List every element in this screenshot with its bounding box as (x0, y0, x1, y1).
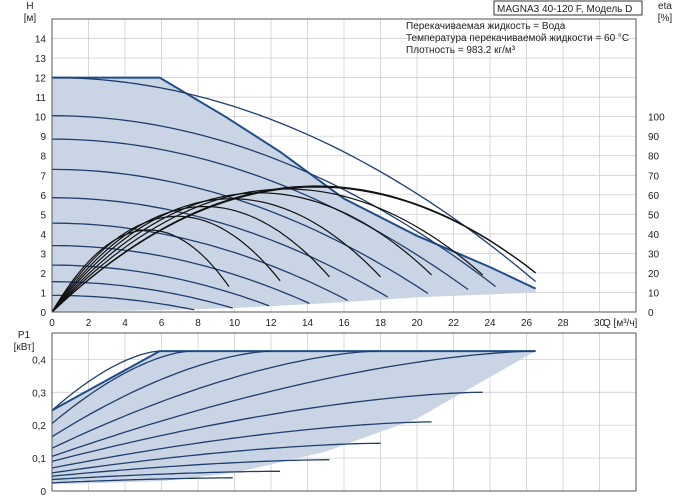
power-curves (51, 350, 536, 484)
head-curve (52, 294, 195, 311)
eta-tick-label: 30 (648, 249, 660, 260)
head-curve (51, 76, 537, 283)
head-axis-unit: [м] (24, 13, 37, 24)
power-envelope (51, 350, 536, 485)
eta-tick-label: 90 (648, 132, 660, 143)
power-curve (51, 350, 536, 458)
power-curve (51, 421, 432, 469)
fluid-label: Перекачиваемая жидкость = Вода (406, 21, 566, 32)
x-tick-label: 20 (411, 318, 423, 329)
eta-tick-label: 0 (648, 308, 654, 319)
power-tick-label: 0 (40, 487, 46, 498)
head-axis-label: H (26, 1, 33, 12)
eta-axis-label: eta (658, 1, 672, 12)
head-curve (51, 115, 496, 288)
density-label: Плотность = 983.2 кг/м³ (406, 45, 516, 56)
power-tick-label: 0,1 (32, 454, 46, 465)
eta-tick-label: 10 (648, 288, 660, 299)
eta-axis-unit: [%] (658, 13, 673, 24)
power-curve (51, 459, 330, 477)
power-curve (51, 477, 233, 484)
power-curve (51, 442, 381, 474)
tick-labels: 0 2 4 6 8 10 12 14 16 18 20 22 24 26 28 300123456789101… (32, 35, 665, 498)
x-tick-label: 22 (448, 318, 460, 329)
head-curve (51, 222, 348, 301)
head-tick-label: 14 (35, 35, 47, 46)
axes (51, 18, 637, 492)
power-tick-label: 0,2 (32, 421, 46, 432)
head-tick-label: 9 (40, 132, 46, 143)
x-tick-label: 0 (49, 318, 55, 329)
temperature-label: Температура перекачиваемой жидкости = 60… (406, 33, 629, 44)
x-tick-label: 30 (594, 318, 606, 329)
efficiency-curve (51, 229, 230, 313)
efficiency-curve (51, 185, 536, 313)
power-curve (51, 470, 281, 481)
head-tick-label: 5 (40, 210, 46, 221)
model-label: MAGNA3 40-120 F, Модель D (497, 4, 632, 15)
x-tick-label: 26 (521, 318, 533, 329)
eta-tick-label: 20 (648, 269, 660, 280)
x-tick-label: 18 (375, 318, 387, 329)
power-tick-label: 0,4 (32, 355, 46, 366)
power-curve (51, 350, 191, 425)
power-tick-label: 0,3 (32, 388, 46, 399)
power-curve (51, 350, 379, 449)
x-tick-label: 6 (159, 318, 165, 329)
power-curve (51, 391, 483, 463)
head-tick-label: 10 (35, 113, 47, 124)
power-axis-label: P1 (18, 330, 31, 341)
head-tick-label: 8 (40, 152, 46, 163)
head-max-curve (52, 76, 537, 290)
power-curve (51, 350, 160, 411)
head-tick-label: 1 (40, 288, 46, 299)
eta-tick-label: 50 (648, 210, 660, 221)
head-curve (52, 264, 270, 307)
x-tick-label: 10 (229, 318, 241, 329)
x-tick-label: 4 (122, 318, 128, 329)
head-tick-label: 4 (40, 230, 46, 241)
power-axis-unit: [кВт] (14, 342, 35, 353)
head-curves (51, 76, 537, 311)
head-curve (52, 244, 310, 304)
x-tick-label: 24 (484, 318, 496, 329)
head-curve (51, 138, 469, 291)
power-plot-frame (51, 332, 637, 492)
efficiency-curve (51, 206, 330, 313)
head-tick-label: 6 (40, 191, 46, 202)
power-curve (51, 350, 272, 438)
head-tick-label: 12 (35, 74, 47, 85)
eta-tick-label: 40 (648, 230, 660, 241)
x-tick-label: 12 (265, 318, 277, 329)
efficiency-curves (51, 185, 536, 313)
head-tick-label: 0 (40, 308, 46, 319)
x-tick-label: 14 (302, 318, 314, 329)
eta-tick-label: 60 (648, 191, 660, 202)
head-tick-label: 3 (40, 249, 46, 260)
flow-axis-label: Q [м³/ч] (603, 318, 638, 329)
eta-tick-label: 80 (648, 152, 660, 163)
head-tick-label: 7 (40, 171, 46, 182)
head-tick-label: 11 (36, 93, 47, 104)
x-tick-label: 28 (557, 318, 569, 329)
model-box (493, 0, 643, 16)
eta-tick-label: 70 (648, 171, 660, 182)
power-envelope-area (52, 351, 536, 485)
head-curve (51, 168, 429, 295)
eta-tick-label: 100 (648, 113, 665, 124)
head-tick-label: 13 (35, 54, 47, 65)
head-curve (51, 197, 389, 298)
x-tick-label: 2 (86, 318, 92, 329)
x-tick-label: 8 (195, 318, 201, 329)
head-tick-label: 2 (40, 269, 46, 280)
x-tick-label: 16 (338, 318, 350, 329)
head-plot-frame (51, 18, 637, 313)
